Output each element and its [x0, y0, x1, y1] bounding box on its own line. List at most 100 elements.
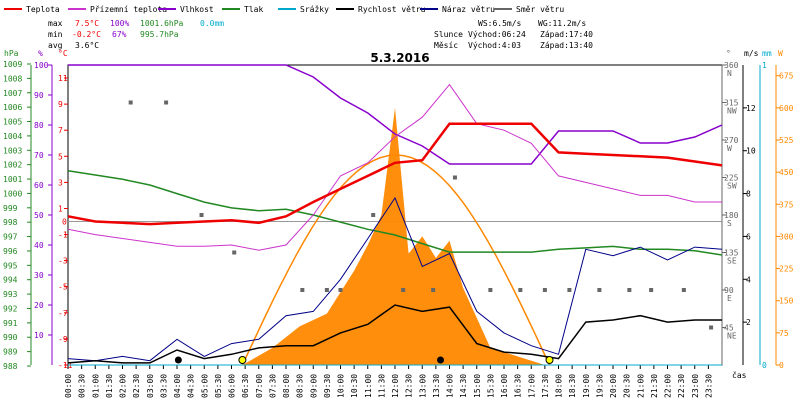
solar-tick-label: 75 [779, 329, 789, 338]
time-tick-label: 06:00 [228, 374, 237, 398]
wind-direction-point [338, 288, 343, 292]
time-tick-label: 08:30 [296, 374, 305, 398]
time-tick-label: 14:30 [459, 374, 468, 398]
wind-tick-label: 12 [746, 104, 756, 113]
wind-tick-label: 8 [746, 190, 751, 199]
wind-tick-label: 10 [746, 147, 756, 156]
wind-direction-point [452, 175, 457, 180]
legend-label: Vlhkost [180, 5, 214, 14]
hpa-tick-label: 992 [3, 304, 18, 313]
hpa-tick-label: 1001 [3, 175, 22, 184]
wind-direction-point [567, 288, 572, 292]
pct-tick-label: 90 [34, 91, 44, 100]
pct-tick-label: 100 [34, 61, 49, 70]
sunset-marker [545, 356, 554, 364]
stat-min-press: 995.7hPa [140, 30, 179, 39]
wind-direction-point [649, 288, 654, 292]
pct-tick-label: 40 [34, 241, 44, 250]
unit-time: čas [732, 370, 747, 380]
temp-tick-label: 9 [58, 100, 63, 109]
stat-max-rain: 0.0mm [200, 19, 224, 28]
time-tick-label: 12:30 [405, 374, 414, 398]
direction-compass-label: W [727, 144, 732, 153]
time-tick-label: 22:30 [677, 374, 686, 398]
legend-label: Tlak [244, 5, 263, 14]
wind-direction-point [371, 213, 376, 217]
wind-direction-point [488, 288, 493, 292]
stat-moon-label: Měsíc [434, 41, 458, 50]
rain-tick-label: 1 [762, 61, 767, 70]
axes: 1009100810071006100510041003100210011000… [3, 60, 794, 398]
solar-tick-label: 675 [779, 72, 794, 81]
wind-direction-point [199, 213, 204, 217]
hpa-tick-label: 991 [3, 319, 18, 328]
time-tick-label: 12:00 [391, 374, 400, 398]
direction-tick-label: 90 [724, 286, 734, 295]
time-tick-label: 21:30 [650, 374, 659, 398]
solar-tick-label: 0 [779, 361, 784, 370]
time-tick-label: 04:00 [173, 374, 182, 398]
stat-min-temp: -0.2°C [72, 30, 101, 39]
wind-direction-point [518, 288, 523, 292]
time-tick-label: 16:00 [500, 374, 509, 398]
stat-avg-label: avg [48, 41, 63, 50]
direction-compass-label: S [727, 219, 732, 228]
stat-max-hum: 100% [110, 19, 129, 28]
wind-direction-point [401, 288, 406, 292]
legend-label: Srážky [300, 5, 329, 14]
hpa-tick-label: 1005 [3, 118, 22, 127]
hpa-tick-label: 990 [3, 333, 18, 342]
time-tick-label: 23:00 [691, 374, 700, 398]
time-tick-label: 11:00 [364, 374, 373, 398]
hpa-tick-label: 1003 [3, 146, 22, 155]
pct-tick-label: 50 [34, 211, 44, 220]
hpa-tick-label: 996 [3, 247, 18, 256]
temp-tick-label: -1 [58, 231, 68, 240]
time-tick-label: 02:30 [132, 374, 141, 398]
wind-direction-point [627, 288, 632, 292]
stat-sun-set: Západ:17:40 [540, 30, 593, 39]
stat-sun-rise: Východ:06:24 [468, 30, 526, 39]
time-tick-label: 17:30 [541, 374, 550, 398]
temp-tick-label: 11 [58, 74, 68, 83]
hpa-tick-label: 988 [3, 362, 18, 371]
hpa-tick-label: 1004 [3, 132, 22, 141]
stat-max-temp: 7.5°C [75, 19, 99, 28]
direction-compass-label: NW [727, 107, 737, 116]
time-tick-label: 16:30 [514, 374, 523, 398]
pct-tick-label: 60 [34, 181, 44, 190]
time-tick-label: 00:00 [64, 374, 73, 398]
pct-tick-label: 80 [34, 121, 44, 130]
time-tick-label: 11:30 [377, 374, 386, 398]
temp-zero-label: 0 [62, 218, 67, 227]
direction-tick-label: 360 [724, 61, 739, 70]
hpa-tick-label: 999 [3, 204, 18, 213]
time-tick-label: 09:00 [309, 374, 318, 398]
time-tick-label: 06:30 [241, 374, 250, 398]
wind-tick-label: 4 [746, 275, 751, 284]
direction-tick-label: 270 [724, 136, 739, 145]
plot-area [67, 64, 723, 366]
time-tick-label: 05:00 [200, 374, 209, 398]
solar-tick-label: 150 [779, 297, 794, 306]
chart-title: 5.3.2016 [370, 51, 429, 65]
time-tick-label: 10:00 [337, 374, 346, 398]
unit-pct: % [38, 49, 43, 58]
hpa-tick-label: 1009 [3, 60, 22, 69]
moonset-marker [437, 356, 445, 364]
temp-tick-label: -9 [58, 335, 68, 344]
solar-radiation-area [242, 107, 545, 366]
temp-tick-label: -5 [58, 283, 68, 292]
stat-max-press: 1001.6hPa [140, 19, 184, 28]
wind-direction-point [681, 288, 686, 292]
pct-tick-label: 20 [34, 301, 44, 310]
time-tick-label: 14:00 [446, 374, 455, 398]
stat-max-label: max [48, 19, 63, 28]
stat-avg-temp: 3.6°C [75, 41, 99, 50]
hpa-tick-label: 1006 [3, 103, 22, 112]
rain-tick-label: 0 [762, 361, 767, 370]
solar-tick-label: 450 [779, 168, 794, 177]
unit-c: °C [58, 49, 68, 58]
pct-tick-label: 10 [34, 331, 44, 340]
